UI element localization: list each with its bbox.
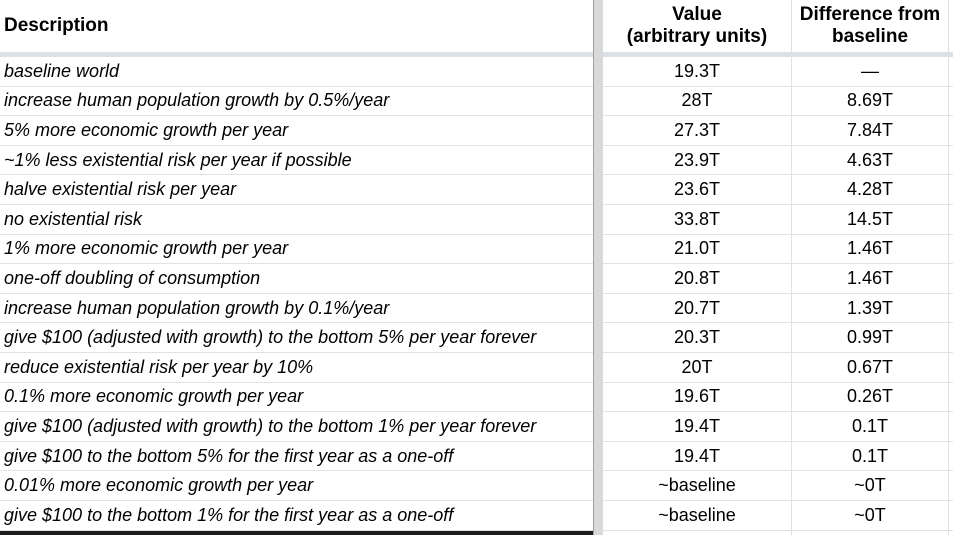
description-cell: give $100 (adjusted with growth) to the …	[4, 327, 537, 348]
value-cell: 19.4T	[673, 445, 721, 466]
value-cell: ~baseline	[658, 504, 736, 525]
table-body: baseline world 19.3T — increase human po…	[0, 57, 953, 531]
table-row: give $100 (adjusted with growth) to the …	[0, 412, 953, 442]
difference-cell: 4.28T	[846, 179, 894, 200]
value-cell: 20.8T	[673, 267, 721, 288]
table-row: increase human population growth by 0.5%…	[0, 87, 953, 117]
column-header-difference: Difference from baseline	[799, 4, 941, 47]
description-cell: one-off doubling of consumption	[4, 267, 261, 288]
table-row: one-off doubling of consumption 20.8T 1.…	[0, 264, 953, 294]
value-cell: ~baseline	[658, 475, 736, 496]
value-cell: 21.0T	[673, 238, 721, 259]
table-row: give $100 to the bottom 5% for the first…	[0, 442, 953, 472]
description-cell: give $100 to the bottom 5% for the first…	[4, 445, 454, 466]
description-cell: increase human population growth by 0.1%…	[4, 297, 390, 318]
column-header-value: Value (arbitrary units)	[626, 4, 768, 47]
value-cell: 20.7T	[673, 297, 721, 318]
description-cell: ~1% less existential risk per year if po…	[4, 149, 352, 170]
difference-cell: 1.46T	[846, 238, 894, 259]
description-cell: give $100 (adjusted with growth) to the …	[4, 415, 537, 436]
difference-cell: 14.5T	[846, 208, 894, 229]
table-row: give $100 to the bottom 1% for the first…	[0, 501, 953, 531]
description-cell: 1% more economic growth per year	[4, 238, 289, 259]
difference-cell: ~0T	[854, 475, 886, 496]
table-row: ~1% less existential risk per year if po…	[0, 146, 953, 176]
description-cell: halve existential risk per year	[4, 179, 237, 200]
value-cell: 33.8T	[673, 208, 721, 229]
value-cell: 19.4T	[673, 415, 721, 436]
table-row: 1% more economic growth per year 21.0T 1…	[0, 235, 953, 265]
difference-cell: 1.39T	[846, 297, 894, 318]
value-cell: 20.3T	[673, 327, 721, 348]
difference-cell: 0.1T	[851, 445, 889, 466]
table-row: give $100 (adjusted with growth) to the …	[0, 323, 953, 353]
difference-cell: 0.99T	[846, 327, 894, 348]
table-row: increase human population growth by 0.1%…	[0, 294, 953, 324]
table-row: 0.1% more economic growth per year 19.6T…	[0, 383, 953, 413]
description-cell: no existential risk	[4, 208, 143, 229]
table-row: 5% more economic growth per year 27.3T 7…	[0, 116, 953, 146]
table-row: reduce existential risk per year by 10% …	[0, 353, 953, 383]
value-cell: 23.6T	[673, 179, 721, 200]
value-cell: 28T	[681, 90, 713, 111]
table-row: halve existential risk per year 23.6T 4.…	[0, 175, 953, 205]
table-row: no existential risk 33.8T 14.5T	[0, 205, 953, 235]
value-difference-column-divider	[791, 0, 792, 535]
difference-cell: ~0T	[854, 504, 886, 525]
difference-cell: 7.84T	[846, 119, 894, 140]
difference-cell: 8.69T	[846, 90, 894, 111]
table-header-row: Description Value (arbitrary units) Diff…	[0, 0, 953, 52]
value-cell: 27.3T	[673, 119, 721, 140]
description-cell: baseline world	[4, 60, 120, 81]
difference-cell: 0.1T	[851, 415, 889, 436]
description-cell: reduce existential risk per year by 10%	[4, 356, 314, 377]
bottom-dark-bar	[0, 531, 593, 535]
difference-cell: —	[861, 60, 879, 81]
description-cell: increase human population growth by 0.5%…	[4, 90, 390, 111]
description-cell: 0.01% more economic growth per year	[4, 475, 314, 496]
difference-cell: 1.46T	[846, 267, 894, 288]
value-cell: 19.3T	[673, 60, 721, 81]
table-row: 0.01% more economic growth per year ~bas…	[0, 471, 953, 501]
value-cell: 20T	[681, 356, 713, 377]
difference-cell: 4.63T	[846, 149, 894, 170]
value-cell: 19.6T	[673, 386, 721, 407]
value-cell: 23.9T	[673, 149, 721, 170]
difference-cell: 0.26T	[846, 386, 894, 407]
table-right-edge-line	[948, 0, 949, 535]
difference-cell: 0.67T	[846, 356, 894, 377]
frozen-column-divider	[593, 0, 603, 535]
column-header-description: Description	[4, 15, 109, 36]
description-cell: give $100 to the bottom 1% for the first…	[4, 504, 454, 525]
header-separator-band	[0, 52, 953, 57]
description-cell: 5% more economic growth per year	[4, 119, 289, 140]
description-cell: 0.1% more economic growth per year	[4, 386, 304, 407]
table-row: baseline world 19.3T —	[0, 57, 953, 87]
